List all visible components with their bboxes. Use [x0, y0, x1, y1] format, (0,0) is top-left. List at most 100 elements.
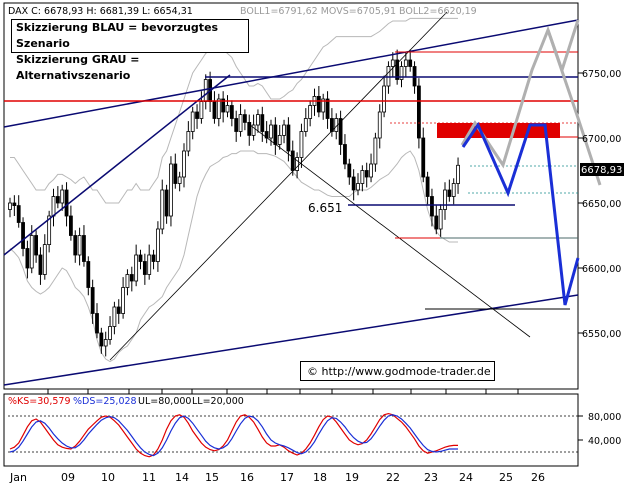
- y-tick-label: 6700,00: [582, 134, 621, 145]
- x-tick-label: 11: [142, 471, 156, 484]
- candle-body: [260, 114, 265, 132]
- x-tick-label: 24: [459, 471, 473, 484]
- candle-body: [299, 131, 304, 158]
- candle-body: [8, 202, 12, 210]
- annotation-level: 6.651: [308, 201, 342, 215]
- candle-body: [47, 215, 52, 246]
- candle-body: [77, 235, 82, 256]
- x-tick-label: 14: [175, 471, 189, 484]
- candle-body: [277, 134, 282, 145]
- trend-line-steep: [3, 74, 231, 256]
- candle-body: [234, 118, 239, 132]
- candle-body: [95, 313, 99, 334]
- candle-body: [138, 254, 143, 262]
- stochastic-ks-line: [9, 412, 458, 458]
- stochastic-ll-label: LL=20,000: [192, 396, 244, 407]
- candle-body: [160, 189, 165, 230]
- candle-body: [116, 306, 121, 314]
- candle-body: [308, 105, 313, 119]
- candle-body: [69, 215, 73, 236]
- candle-body: [303, 118, 308, 132]
- candle-body: [199, 101, 204, 119]
- candle-body: [325, 98, 330, 119]
- candle-body: [286, 124, 291, 152]
- stochastic-ul-label: UL=80,000: [138, 396, 191, 407]
- candle-body: [151, 254, 156, 262]
- x-tick-label: 19: [345, 471, 359, 484]
- stochastic-y-tick-label: 80,000: [588, 412, 621, 423]
- candle-body: [343, 144, 347, 165]
- candle-body: [173, 163, 178, 184]
- x-tick-label: 25: [499, 471, 513, 484]
- candle-body: [12, 202, 17, 206]
- candle-body: [273, 124, 278, 145]
- stochastic-ds-label: %DS=25,028: [73, 396, 137, 407]
- price-badge: 6678,93: [580, 163, 624, 176]
- y-tick-label: 6600,00: [582, 264, 621, 275]
- candle-body: [42, 244, 47, 275]
- candle-body: [373, 137, 378, 165]
- candle-body: [225, 105, 230, 113]
- candle-body: [451, 183, 456, 197]
- candle-body: [399, 66, 404, 80]
- candle-body: [16, 205, 21, 223]
- candle-body: [155, 228, 160, 262]
- candle-body: [164, 189, 169, 217]
- x-tick-label: Jan: [9, 471, 27, 484]
- candle-body: [21, 222, 25, 249]
- candle-body: [360, 170, 365, 184]
- candle-body: [430, 196, 434, 217]
- y-tick-label: 6550,00: [582, 329, 621, 340]
- candle-body: [329, 118, 334, 132]
- candle-body: [55, 196, 60, 204]
- candle-body: [125, 274, 130, 288]
- x-tick-label: 26: [531, 471, 545, 484]
- stochastic-y-tick-label: 40,000: [588, 436, 621, 447]
- candle-body: [99, 332, 104, 347]
- candle-body: [134, 254, 139, 282]
- trend-line-lower-long: [3, 294, 579, 386]
- candle-body: [443, 189, 447, 210]
- candle-body: [438, 209, 443, 230]
- price-axis: 6550,00 6600,00 6650,00 6700,00 6750,00: [578, 69, 621, 340]
- main-panel-frame: [3, 2, 579, 390]
- candle-body: [256, 114, 260, 126]
- candle-body: [447, 189, 452, 197]
- candle-body: [425, 176, 430, 197]
- indicator-info: BOLL1=6791,62 MOVS=6705,91 BOLL2=6620,19: [240, 6, 477, 17]
- scenario-gray-part2: [546, 29, 602, 186]
- candle-body: [295, 157, 300, 171]
- candle-body: [34, 235, 38, 256]
- candle-body: [82, 235, 86, 262]
- trend-line-thin-falling: [249, 124, 531, 338]
- stochastic-ks-label: %KS=30,579: [8, 396, 71, 407]
- ticker-info: DAX C: 6678,93 H: 6681,39 L: 6654,31: [8, 6, 193, 17]
- candle-body: [221, 98, 226, 113]
- candle-body: [108, 326, 112, 340]
- candle-body: [186, 131, 191, 152]
- scenario-legend: Skizzierung BLAU = bevorzugtes Szenario …: [11, 19, 249, 82]
- candle-body: [73, 235, 78, 256]
- candle-body: [338, 118, 343, 145]
- candle-body: [269, 124, 273, 139]
- candle-body: [129, 274, 134, 282]
- candle-body: [86, 261, 91, 288]
- y-tick-label: 6650,00: [582, 199, 621, 210]
- candle-body: [456, 164, 460, 184]
- candle-body: [190, 111, 195, 132]
- candle-body: [242, 114, 247, 123]
- candle-body: [238, 114, 243, 132]
- candle-body: [408, 59, 413, 67]
- candle-body: [90, 287, 95, 314]
- candle-body: [369, 163, 373, 178]
- scenario-blue-path: [461, 121, 580, 306]
- candle-body: [51, 196, 56, 217]
- candle-body: [377, 111, 382, 139]
- candle-body: [147, 254, 152, 275]
- candle-body: [321, 98, 326, 113]
- candle-body: [142, 261, 147, 275]
- candle-body: [316, 96, 321, 113]
- candle-body: [282, 124, 286, 136]
- legend-gray-line: Skizzierung GRAU = Alternativszenario: [16, 53, 140, 82]
- copyright-link[interactable]: © http://www.godmode-trader.de: [300, 361, 495, 381]
